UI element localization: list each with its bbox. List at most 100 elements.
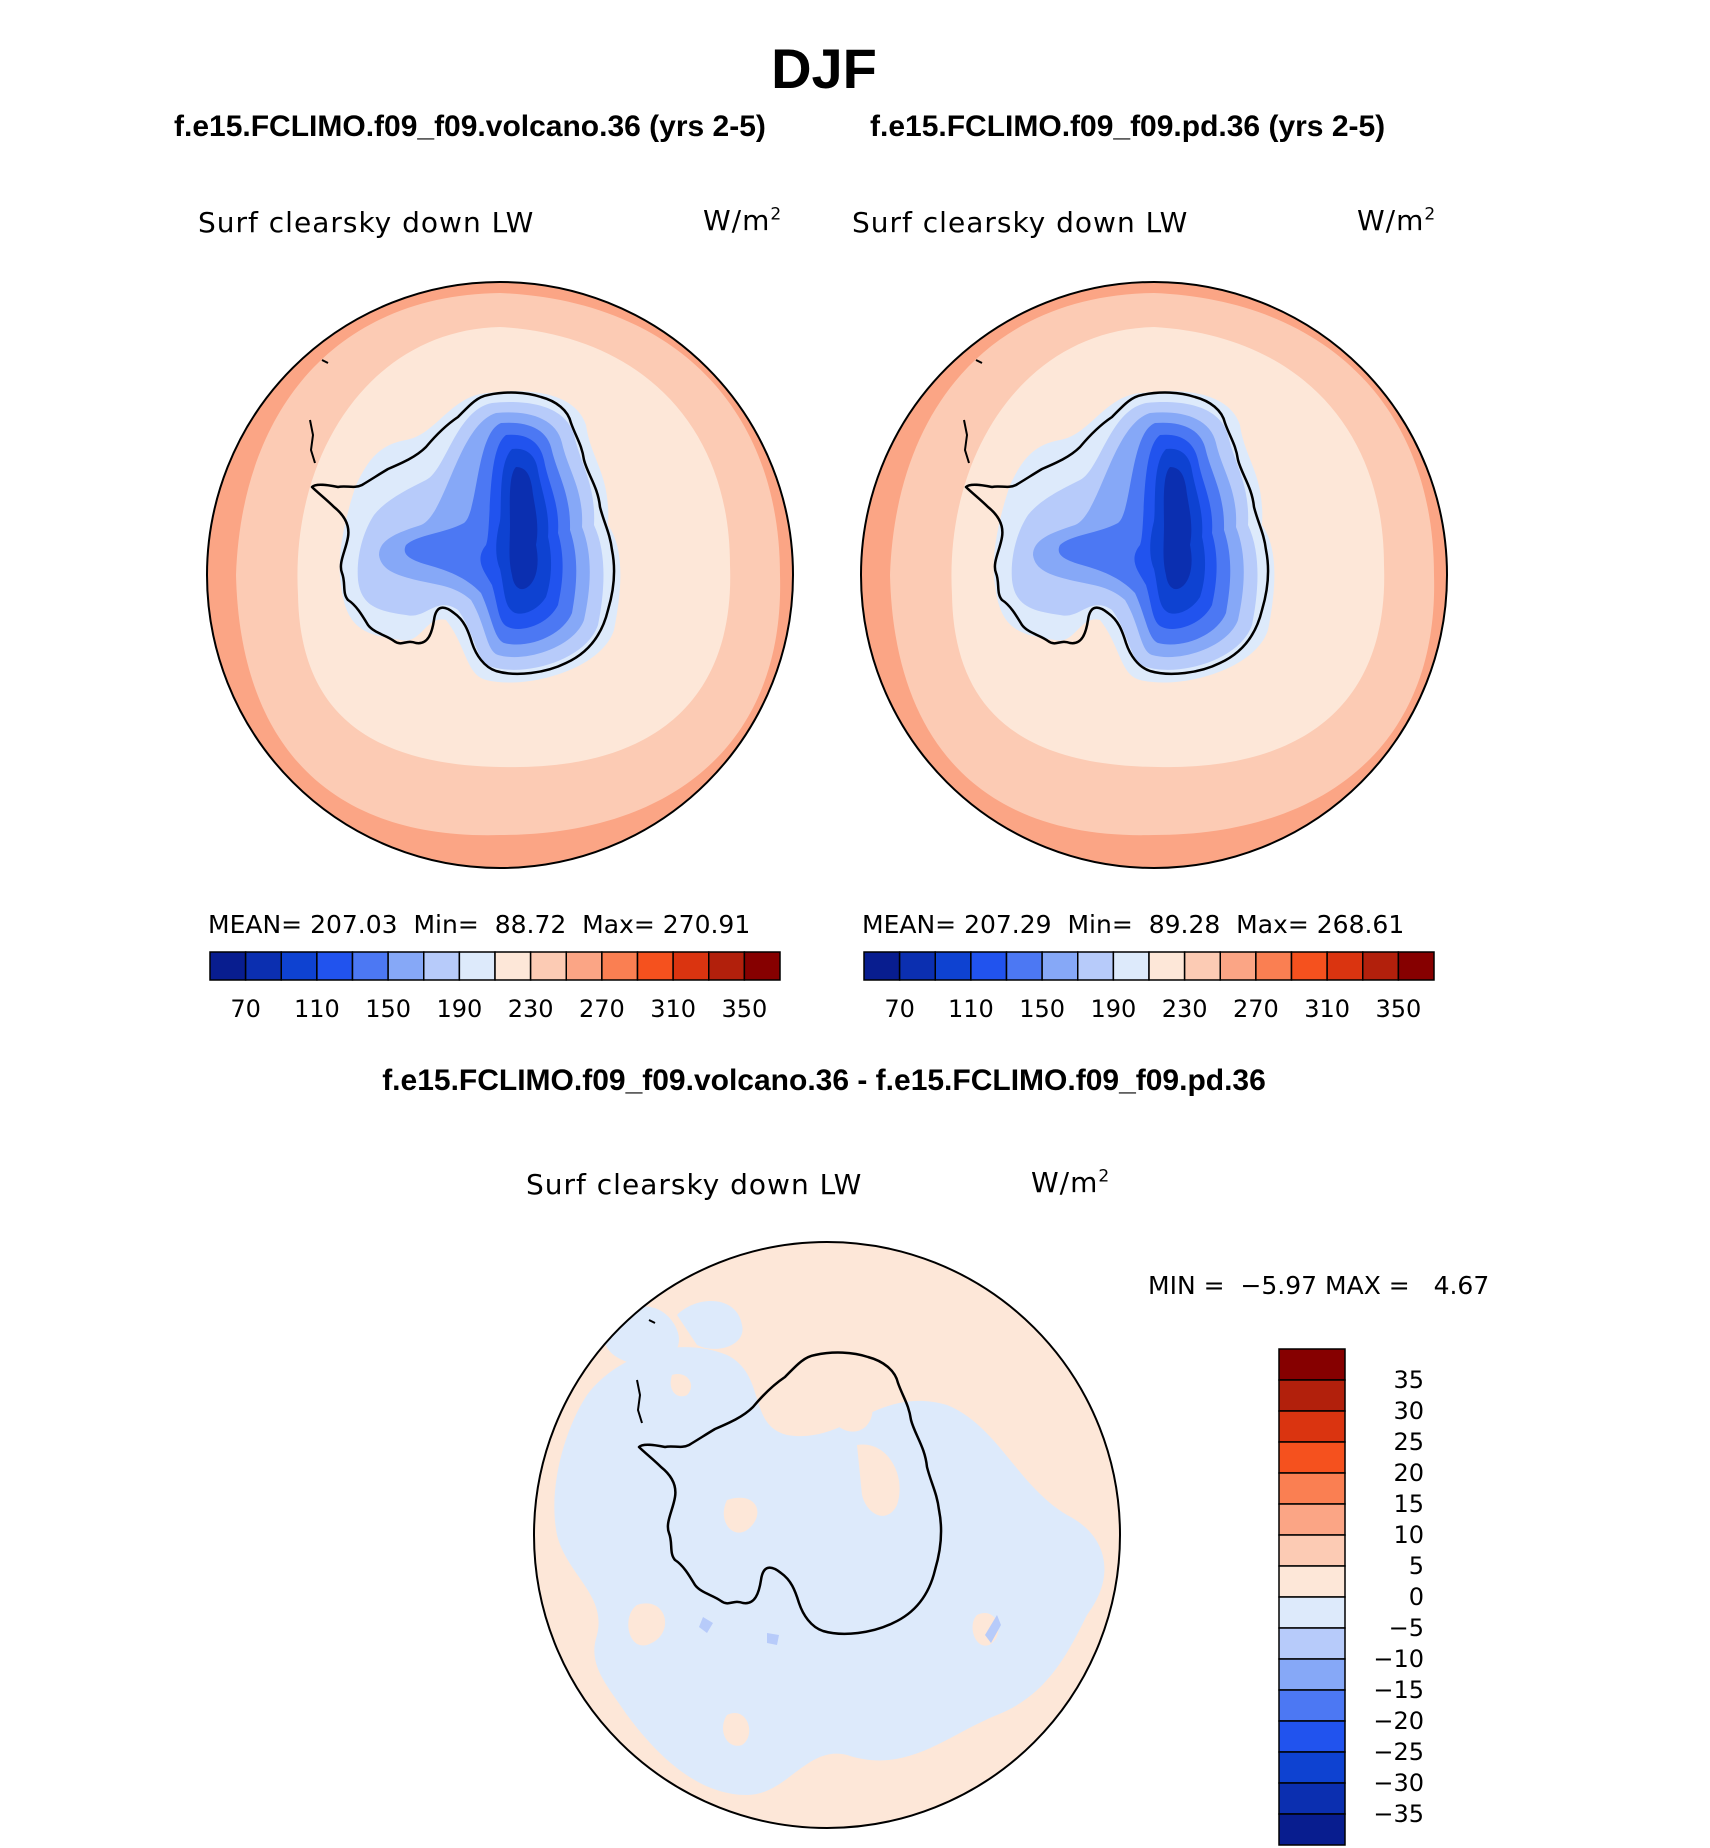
colorbar-swatch	[672, 951, 710, 981]
colorbar-swatch	[565, 951, 603, 981]
colorbar-swatch	[1041, 951, 1079, 981]
colorbar-tick-label: 230	[1162, 995, 1208, 1023]
panel-1-variable-label: Surf clearsky down LW	[198, 206, 535, 239]
colorbar-tick-label: 270	[1233, 995, 1279, 1023]
colorbar-tick-label: 190	[1090, 995, 1136, 1023]
panel-1-stats: MEAN= 207.03 Min= 88.72 Max= 270.91	[208, 910, 751, 939]
colorbar-swatch	[636, 951, 674, 981]
difference-polar-map	[533, 1241, 1121, 1829]
difference-variable-label: Surf clearsky down LW	[526, 1168, 863, 1201]
colorbar-swatch	[1278, 1503, 1346, 1536]
panel-2-polar-map	[860, 281, 1448, 869]
colorbar-swatch	[529, 951, 567, 981]
colorbar-tick-label: 350	[1375, 995, 1421, 1023]
colorbar-tick-label: 20	[1393, 1459, 1424, 1487]
panel-1-units-label: W/m2	[703, 204, 783, 237]
panel-2-colorbar: 70 110 150 190 230 270 310 350	[863, 951, 1435, 1023]
colorbar-tick-label: −5	[1389, 1614, 1424, 1642]
colorbar-swatch	[1278, 1410, 1346, 1443]
colorbar-swatch	[601, 951, 639, 981]
colorbar-swatch	[209, 951, 247, 981]
colorbar-tick-label: 310	[650, 995, 696, 1023]
colorbar-swatch	[1326, 951, 1364, 981]
colorbar-swatch	[708, 951, 746, 981]
colorbar-swatch	[1278, 1472, 1346, 1505]
colorbar-swatch	[1148, 951, 1186, 981]
colorbar-tick-label: 150	[365, 995, 411, 1023]
difference-title: f.e15.FCLIMO.f09_f09.volcano.36 - f.e15.…	[382, 1064, 1266, 1097]
colorbar-swatch	[970, 951, 1008, 981]
colorbar-swatch	[351, 951, 389, 981]
colorbar-swatch	[280, 951, 318, 981]
colorbar-tick-label: 70	[884, 995, 915, 1023]
colorbar-swatch	[494, 951, 532, 981]
colorbar-swatch	[1278, 1627, 1346, 1660]
difference-stats: MIN = −5.97 MAX = 4.67	[1148, 1271, 1490, 1300]
panel-2-case-title: f.e15.FCLIMO.f09_f09.pd.36 (yrs 2-5)	[870, 110, 1386, 143]
colorbar-tick-label: 5	[1409, 1552, 1424, 1580]
colorbar-tick-label: 25	[1393, 1428, 1424, 1456]
colorbar-swatch	[1278, 1689, 1346, 1722]
colorbar-swatch	[423, 951, 461, 981]
colorbar-swatch	[1278, 1565, 1346, 1598]
colorbar-swatch	[1278, 1534, 1346, 1567]
colorbar-tick-label: 310	[1304, 995, 1350, 1023]
colorbar-tick-label: 0	[1409, 1583, 1424, 1611]
colorbar-tick-label: −20	[1373, 1707, 1424, 1735]
colorbar-swatch	[1077, 951, 1115, 981]
colorbar-tick-label: −35	[1373, 1800, 1424, 1828]
colorbar-tick-label: 15	[1393, 1490, 1424, 1518]
colorbar-swatch	[1278, 1720, 1346, 1753]
colorbar-tick-label: 110	[294, 995, 340, 1023]
colorbar-swatch	[387, 951, 425, 981]
colorbar-swatch	[1183, 951, 1221, 981]
colorbar-tick-label: 10	[1393, 1521, 1424, 1549]
antarctica-field	[339, 391, 621, 683]
colorbar-swatch	[863, 951, 901, 981]
difference-colorbar: 35 30 25 20 15 10 5 0 −5 −10 −15 −20 −25 −30 −35	[1278, 1348, 1424, 1846]
panel-1-case-title: f.e15.FCLIMO.f09_f09.volcano.36 (yrs 2-5…	[174, 110, 766, 143]
difference-units-label: W/m2	[1031, 1166, 1111, 1199]
colorbar-swatch	[1362, 951, 1400, 981]
panel-2-stats: MEAN= 207.29 Min= 89.28 Max= 268.61	[862, 910, 1405, 939]
colorbar-tick-label: −10	[1373, 1645, 1424, 1673]
colorbar-swatch	[1397, 951, 1435, 981]
colorbar-swatch	[316, 951, 354, 981]
panel-1-colorbar: 70 110 150 190 230 270 310 350	[209, 951, 781, 1023]
panel-2-units-label: W/m2	[1357, 204, 1437, 237]
colorbar-swatch	[1255, 951, 1293, 981]
colorbar-swatch	[898, 951, 936, 981]
panel-2-variable-label: Surf clearsky down LW	[852, 206, 1189, 239]
colorbar-swatch	[1112, 951, 1150, 981]
colorbar-swatch	[934, 951, 972, 981]
colorbar-tick-label: 350	[721, 995, 767, 1023]
colorbar-swatch	[1005, 951, 1043, 981]
colorbar-swatch	[1278, 1813, 1346, 1846]
colorbar-tick-label: 150	[1019, 995, 1065, 1023]
colorbar-swatch	[1278, 1596, 1346, 1629]
coastline	[310, 391, 616, 676]
figure-title: DJF	[771, 37, 877, 100]
colorbar-swatch	[244, 951, 282, 981]
panel-1-polar-map	[206, 281, 794, 869]
colorbar-tick-label: 110	[948, 995, 994, 1023]
colorbar-swatch	[743, 951, 781, 981]
colorbar-tick-label: −25	[1373, 1738, 1424, 1766]
colorbar-swatch	[1278, 1658, 1346, 1691]
colorbar-swatch	[1278, 1782, 1346, 1815]
colorbar-tick-label: −15	[1373, 1676, 1424, 1704]
colorbar-tick-label: 230	[508, 995, 554, 1023]
colorbar-tick-label: −30	[1373, 1769, 1424, 1797]
colorbar-tick-label: 35	[1393, 1366, 1424, 1394]
colorbar-swatch	[1278, 1751, 1346, 1784]
colorbar-swatch	[1290, 951, 1328, 981]
colorbar-tick-label: 270	[579, 995, 625, 1023]
colorbar-tick-label: 70	[230, 995, 261, 1023]
colorbar-swatch	[1219, 951, 1257, 981]
colorbar-tick-label: 30	[1393, 1397, 1424, 1425]
colorbar-swatch	[1278, 1441, 1346, 1474]
negative-anomaly-region	[554, 1347, 1105, 1795]
colorbar-swatch	[1278, 1348, 1346, 1381]
colorbar-tick-label: 190	[436, 995, 482, 1023]
colorbar-swatch	[458, 951, 496, 981]
